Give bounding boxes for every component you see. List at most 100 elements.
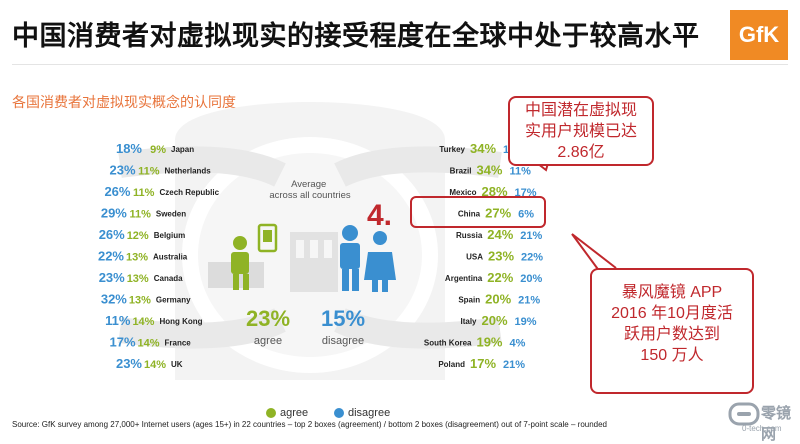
callout-bottom-line-4: 150 万人 bbox=[640, 347, 704, 364]
callout-top-line-3: 2.86亿 bbox=[557, 144, 605, 161]
left-country-canada: Canada bbox=[154, 274, 183, 283]
callout-bottom-line-1: 暴风魔镜 APP bbox=[621, 284, 723, 301]
left-disagree-germany: 13% bbox=[129, 295, 151, 307]
left-agree-sweden: 29% bbox=[101, 206, 127, 221]
average-agree-label: agree bbox=[254, 335, 282, 347]
left-disagree-netherlands: 11% bbox=[138, 166, 160, 178]
callout-bottom-line-2: 2016 年10月度活 bbox=[611, 305, 733, 322]
right-agree-south-korea: 19% bbox=[476, 335, 502, 350]
left-agree-czech-republic: 26% bbox=[104, 184, 130, 199]
right-disagree-poland: 21% bbox=[503, 359, 525, 371]
left-country-germany: Germany bbox=[156, 296, 191, 305]
left-agree-japan: 18% bbox=[116, 141, 142, 156]
callout-bottom-line-3: 跃用户数达到 bbox=[623, 326, 720, 343]
right-country-italy: Italy bbox=[461, 317, 478, 326]
right-agree-poland: 17% bbox=[470, 356, 496, 371]
left-country-uk: UK bbox=[171, 360, 183, 369]
background-shapes bbox=[118, 102, 502, 380]
watermark-icon bbox=[728, 402, 760, 426]
right-disagree-mexico: 17% bbox=[515, 187, 537, 199]
right-agree-spain: 20% bbox=[485, 292, 511, 307]
legend-agree-swatch bbox=[266, 408, 276, 418]
left-disagree-uk: 14% bbox=[144, 359, 166, 371]
legend-disagree-label: disagree bbox=[348, 407, 391, 419]
right-agree-turkey: 34% bbox=[470, 141, 496, 156]
right-disagree-spain: 21% bbox=[518, 295, 540, 307]
rank-annotation: 4. bbox=[367, 199, 392, 232]
callout-top-line-2: 实用户规模已达 bbox=[524, 123, 637, 140]
right-country-south-korea: South Korea bbox=[424, 339, 472, 348]
right-country-mexico: Mexico bbox=[449, 188, 476, 197]
left-disagree-japan: 9% bbox=[150, 144, 166, 156]
left-agree-australia: 22% bbox=[98, 249, 124, 264]
legend-disagree-swatch bbox=[334, 408, 344, 418]
right-agree-argentina: 22% bbox=[487, 270, 513, 285]
left-country-czech-republic: Czech Republic bbox=[159, 188, 219, 197]
right-country-usa: USA bbox=[466, 253, 483, 262]
left-agree-uk: 23% bbox=[116, 356, 142, 371]
right-country-argentina: Argentina bbox=[445, 274, 483, 283]
right-agree-usa: 23% bbox=[488, 249, 514, 264]
left-disagree-hong-kong: 14% bbox=[132, 316, 154, 328]
watermark-url: 0-tech.com bbox=[742, 424, 782, 433]
right-disagree-brazil: 11% bbox=[509, 166, 531, 178]
left-disagree-czech-republic: 11% bbox=[133, 187, 155, 199]
left-country-belgium: Belgium bbox=[154, 231, 186, 240]
chart-subtitle: 各国消费者对虚拟现实概念的认同度 bbox=[12, 94, 236, 110]
right-disagree-russia: 21% bbox=[520, 230, 542, 242]
right-country-spain: Spain bbox=[458, 296, 480, 305]
right-agree-italy: 20% bbox=[482, 313, 508, 328]
right-country-turkey: Turkey bbox=[439, 145, 465, 154]
average-disagree-label: disagree bbox=[322, 335, 364, 347]
left-country-japan: Japan bbox=[171, 145, 194, 154]
left-disagree-belgium: 12% bbox=[127, 230, 149, 242]
callout-top-line-1: 中国潜在虚拟现 bbox=[524, 102, 637, 119]
left-disagree-australia: 13% bbox=[126, 252, 148, 264]
right-agree-china: 27% bbox=[485, 206, 511, 221]
right-disagree-argentina: 20% bbox=[520, 273, 542, 285]
left-country-sweden: Sweden bbox=[156, 210, 186, 219]
right-country-china: China bbox=[458, 210, 481, 219]
watermark-brand: 零镜网 bbox=[761, 405, 792, 443]
disagree-figures-icon bbox=[340, 225, 396, 292]
right-agree-brazil: 34% bbox=[476, 163, 502, 178]
right-agree-russia: 24% bbox=[487, 227, 513, 242]
left-country-france: France bbox=[165, 339, 192, 348]
average-label-line2: across all countries bbox=[269, 190, 351, 201]
right-disagree-italy: 19% bbox=[515, 316, 537, 328]
left-country-australia: Australia bbox=[153, 253, 188, 262]
source-note: Source: GfK survey among 27,000+ Interne… bbox=[12, 420, 608, 429]
left-disagree-canada: 13% bbox=[127, 273, 149, 285]
average-label: Average across all countries bbox=[269, 179, 351, 201]
left-agree-germany: 32% bbox=[101, 292, 127, 307]
left-agree-netherlands: 23% bbox=[109, 163, 135, 178]
right-disagree-south-korea: 4% bbox=[509, 338, 525, 350]
average-disagree-value: 15% bbox=[321, 306, 365, 331]
page-title: 中国消费者对虚拟现实的接受程度在全球中处于较高水平 bbox=[12, 21, 700, 51]
left-agree-hong-kong: 11% bbox=[105, 313, 131, 328]
average-agree-value: 23% bbox=[246, 306, 290, 331]
right-country-russia: Russia bbox=[456, 231, 483, 240]
callout-bottom-pointer bbox=[571, 233, 617, 273]
right-agree-mexico: 28% bbox=[482, 184, 508, 199]
right-disagree-usa: 22% bbox=[521, 252, 543, 264]
left-disagree-france: 14% bbox=[137, 338, 159, 350]
left-agree-france: 17% bbox=[109, 335, 135, 350]
callout-china-users: 中国潜在虚拟现 实用户规模已达 2.86亿 bbox=[508, 96, 654, 166]
title-divider bbox=[12, 64, 788, 65]
left-country-netherlands: Netherlands bbox=[165, 167, 212, 176]
right-country-poland: Poland bbox=[438, 360, 465, 369]
average-label-line1: Average bbox=[291, 179, 326, 190]
left-agree-belgium: 26% bbox=[99, 227, 125, 242]
gfk-logo: GfK bbox=[730, 10, 788, 60]
agree-figure-icon bbox=[231, 223, 278, 290]
left-agree-canada: 23% bbox=[99, 270, 125, 285]
callout-storm-app: 暴风魔镜 APP 2016 年10月度活 跃用户数达到 150 万人 bbox=[590, 268, 754, 394]
right-disagree-china: 6% bbox=[518, 209, 534, 221]
legend-agree-label: agree bbox=[280, 407, 309, 419]
left-disagree-sweden: 11% bbox=[129, 209, 151, 221]
right-country-brazil: Brazil bbox=[450, 167, 472, 176]
china-highlight-box bbox=[410, 196, 546, 228]
